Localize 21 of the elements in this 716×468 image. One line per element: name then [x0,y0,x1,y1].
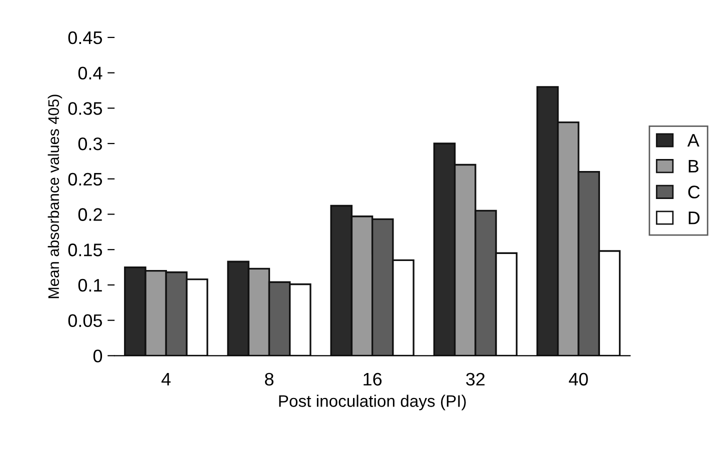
x-tick-label: 8 [264,372,274,386]
legend-label: B [688,160,698,172]
legend-label: D [688,212,700,224]
y-axis-title: Mean absorbance values 405) [48,94,62,298]
x-axis-title: Post inoculation days (PI) [279,394,466,410]
x-tick-label: 32 [466,372,485,386]
y-tick-label: 0.05 [68,314,102,328]
y-tick-label: 0.35 [68,102,102,115]
y-tick-label: 0.15 [68,244,102,256]
x-tick-label: 40 [568,372,588,386]
y-tick-label: 0 [93,350,102,362]
y-tick-label: 0.4 [78,66,102,80]
y-tick-label: 0.25 [68,172,102,186]
x-tick-label: 16 [364,372,382,386]
y-tick-label: 0.3 [78,137,102,150]
y-tick-label: 0.45 [68,31,102,44]
y-tick-label: 0.2 [78,208,102,221]
y-tick-label: 0.1 [78,278,102,292]
x-tick-label: 4 [162,373,171,386]
legend-label: C [688,186,700,198]
legend-label: A [687,134,700,147]
